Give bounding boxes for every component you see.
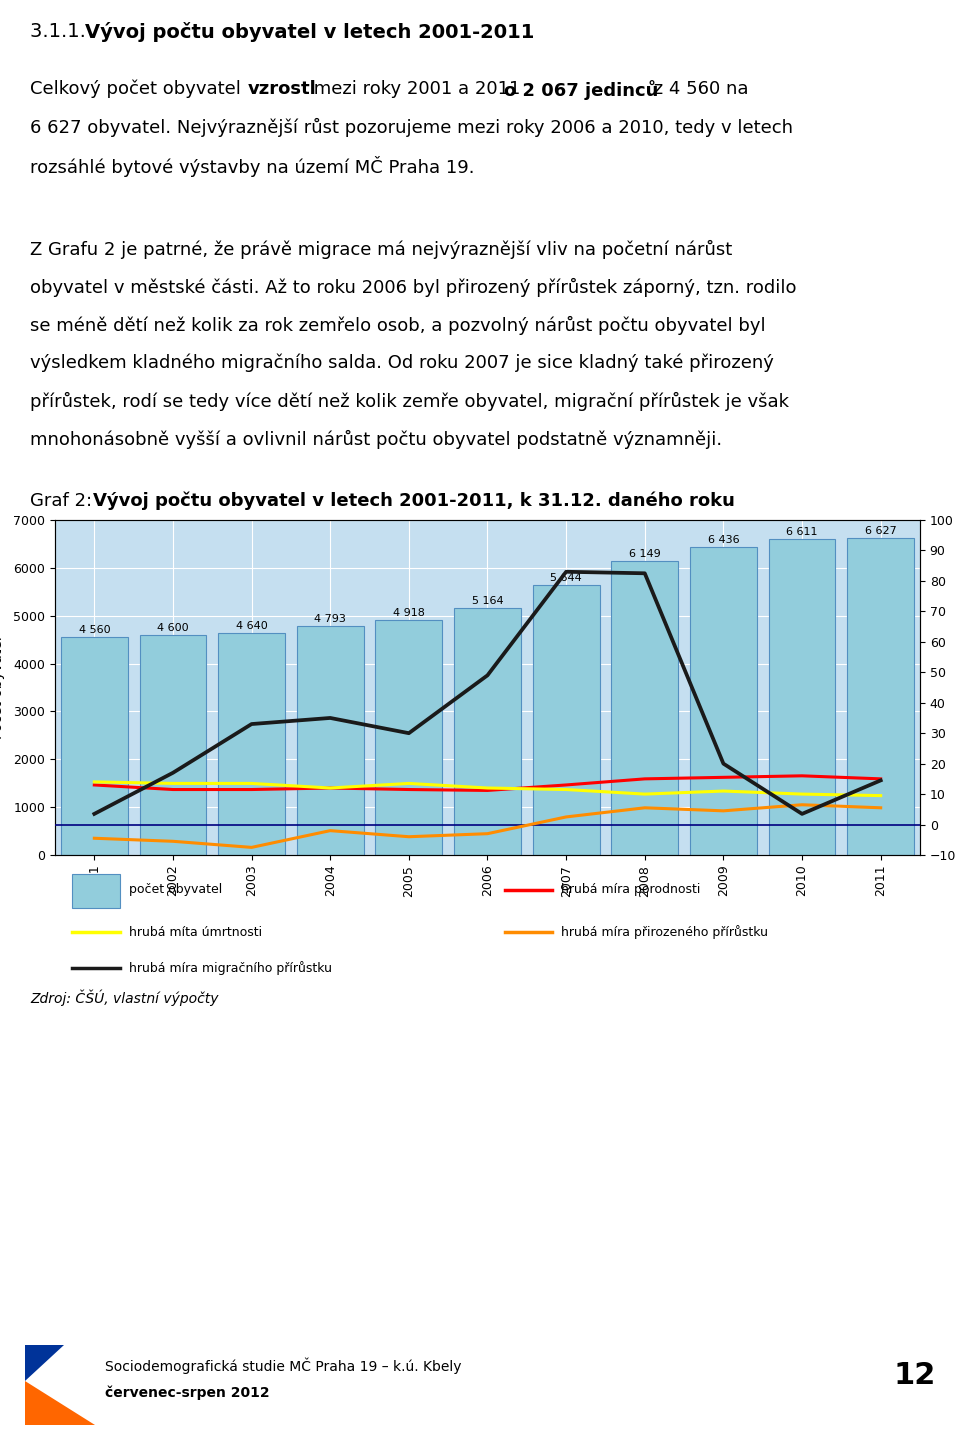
Bar	[690, 547, 756, 855]
Polygon shape	[25, 1380, 95, 1425]
Text: obyvatel v městské části. Až to roku 2006 byl přirozený přírůstek záporný, tzn. : obyvatel v městské části. Až to roku 200…	[30, 278, 797, 297]
Text: Sociodemografická studie MČ Praha 19 – k.ú. Kbely: Sociodemografická studie MČ Praha 19 – k…	[105, 1358, 462, 1375]
Text: počet obyvatel: počet obyvatel	[129, 884, 222, 897]
Text: 4 793: 4 793	[314, 614, 347, 624]
Bar	[60, 637, 128, 855]
Bar	[139, 634, 206, 855]
Text: výsledkem kladného migračního salda. Od roku 2007 je sice kladný také přirozený: výsledkem kladného migračního salda. Od …	[30, 354, 774, 373]
Bar	[533, 585, 600, 855]
Text: 3.1.1.: 3.1.1.	[30, 22, 92, 42]
Text: z 4 560 na: z 4 560 na	[648, 80, 749, 98]
Text: 12: 12	[894, 1360, 936, 1389]
Text: Z Grafu 2 je patrné, že právě migrace má nejvýraznější vliv na početní nárůst: Z Grafu 2 je patrné, že právě migrace má…	[30, 240, 732, 260]
Text: 4 600: 4 600	[157, 623, 189, 633]
Text: 6 627: 6 627	[865, 527, 897, 535]
Text: hrubá míta úmrtnosti: hrubá míta úmrtnosti	[129, 926, 262, 938]
Text: rozsáhlé bytové výstavby na území MČ Praha 19.: rozsáhlé bytové výstavby na území MČ Pra…	[30, 156, 474, 177]
Bar	[375, 620, 443, 855]
Text: 6 149: 6 149	[629, 548, 660, 558]
Text: 6 627 obyvatel. Nejvýraznější růst pozorujeme mezi roky 2006 a 2010, tedy v lete: 6 627 obyvatel. Nejvýraznější růst pozor…	[30, 118, 793, 138]
Text: o 2 067 jedinců: o 2 067 jedinců	[504, 80, 659, 100]
Text: 5 644: 5 644	[550, 573, 582, 583]
Text: hrubá míra migračního přírůstku: hrubá míra migračního přírůstku	[129, 961, 331, 976]
Text: 6 611: 6 611	[786, 527, 818, 537]
Text: mnohonásobně vyšší a ovlivnil nárůst počtu obyvatel podstatně významněji.: mnohonásobně vyšší a ovlivnil nárůst poč…	[30, 430, 722, 449]
Text: 5 164: 5 164	[471, 596, 503, 606]
Text: vzrostl: vzrostl	[248, 80, 317, 98]
Bar	[72, 874, 120, 908]
Bar	[612, 561, 678, 855]
Text: Celkový počet obyvatel: Celkový počet obyvatel	[30, 80, 247, 99]
Text: červenec-srpen 2012: červenec-srpen 2012	[105, 1385, 270, 1399]
Text: Graf 2:: Graf 2:	[30, 492, 98, 509]
Text: VS: VS	[49, 1378, 71, 1392]
Bar	[297, 626, 364, 855]
Text: Zdroj: ČŠÚ, vlastní výpočty: Zdroj: ČŠÚ, vlastní výpočty	[30, 990, 219, 1006]
Text: přírůstek, rodí se tedy více dětí než kolik zemře obyvatel, migrační přírůstek j: přírůstek, rodí se tedy více dětí než ko…	[30, 392, 789, 410]
Text: Vývoj počtu obyvatel v letech 2001-2011, k 31.12. daného roku: Vývoj počtu obyvatel v letech 2001-2011,…	[93, 492, 734, 511]
Text: mezi roky 2001 a 2011: mezi roky 2001 a 2011	[308, 80, 526, 98]
Text: 4 560: 4 560	[79, 624, 110, 634]
Text: Vývoj počtu obyvatel v letech 2001-2011: Vývoj počtu obyvatel v letech 2001-2011	[85, 22, 535, 42]
Bar	[454, 608, 521, 855]
Polygon shape	[25, 1345, 95, 1425]
Bar	[218, 633, 285, 855]
Bar	[848, 538, 914, 855]
Text: se méně dětí než kolik za rok zemřelo osob, a pozvolný nárůst počtu obyvatel byl: se méně dětí než kolik za rok zemřelo os…	[30, 316, 766, 336]
Bar	[769, 538, 835, 855]
Text: 4 640: 4 640	[236, 621, 268, 631]
Polygon shape	[25, 1345, 63, 1380]
Text: hrubá míra porodnosti: hrubá míra porodnosti	[561, 884, 701, 897]
Text: 4 918: 4 918	[393, 608, 425, 617]
Text: 6 436: 6 436	[708, 535, 739, 545]
Y-axis label: Počet obyvatel: Počet obyvatel	[0, 636, 5, 739]
Text: hrubá míra přirozeného přírůstku: hrubá míra přirozeného přírůstku	[561, 926, 768, 940]
